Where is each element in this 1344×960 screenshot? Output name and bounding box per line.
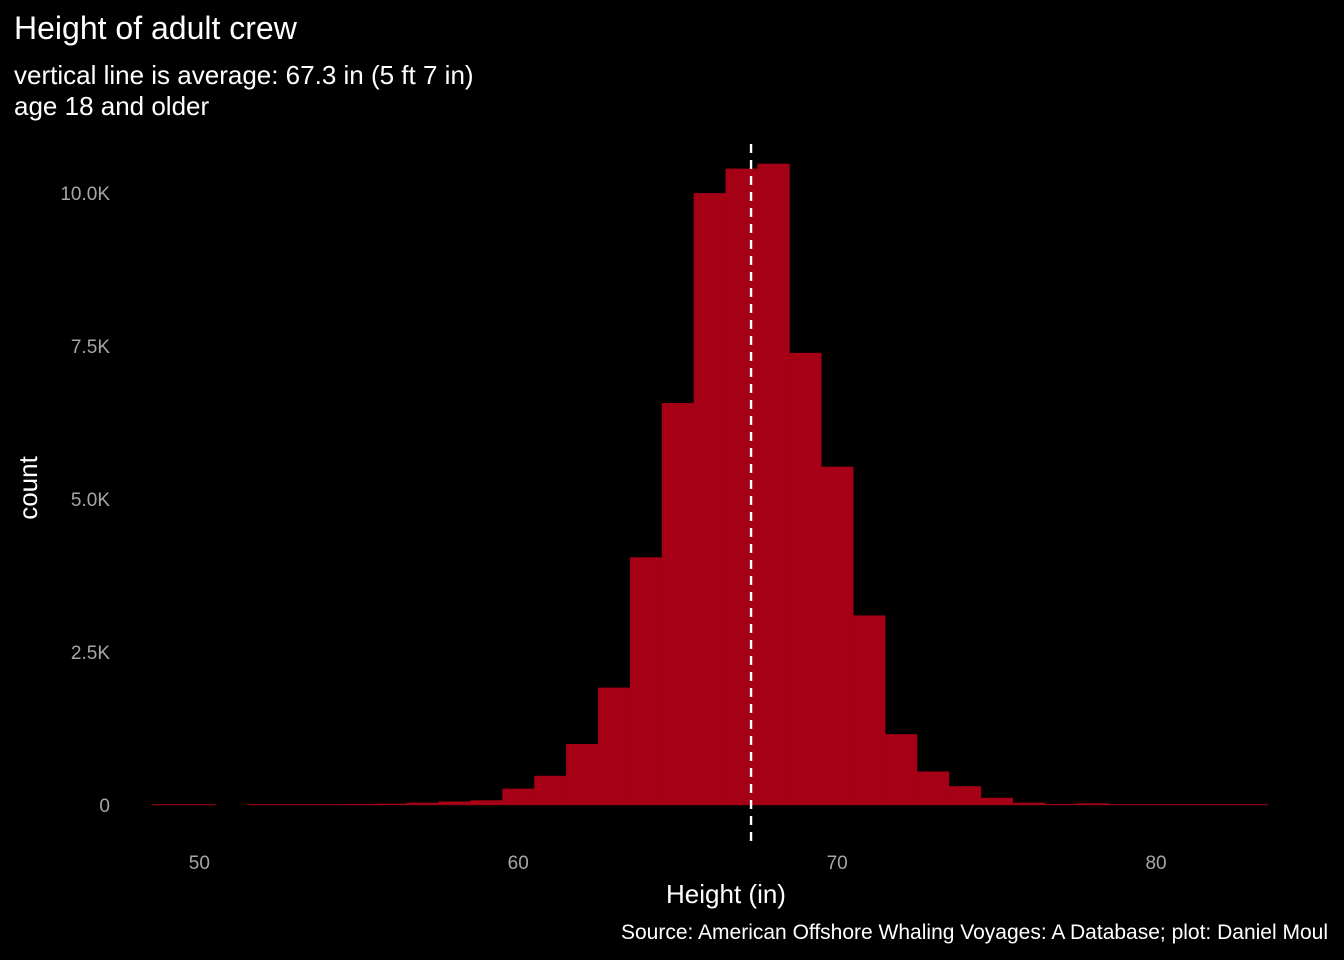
histogram-bar xyxy=(470,800,503,806)
y-tick-label: 0 xyxy=(99,796,110,817)
histogram-bar xyxy=(757,163,790,806)
histogram-bar xyxy=(725,168,758,806)
histogram-bar xyxy=(821,466,854,806)
histogram-bar xyxy=(183,804,216,806)
histogram-bar xyxy=(151,804,184,806)
x-tick-label: 60 xyxy=(508,853,529,874)
histogram-bar xyxy=(661,403,695,806)
histogram-bar xyxy=(406,802,439,806)
histogram-bar xyxy=(438,801,471,806)
histogram-bar xyxy=(1235,804,1269,806)
histogram-bar xyxy=(980,797,1013,806)
histogram-bar xyxy=(502,788,535,806)
histogram-bar xyxy=(884,734,918,806)
histogram-bar xyxy=(1172,804,1205,806)
histogram-bar xyxy=(1140,804,1173,806)
histogram-bar xyxy=(597,687,631,806)
y-tick-label: 5.0K xyxy=(71,490,110,511)
y-tick-label: 2.5K xyxy=(71,643,110,664)
histogram-bar xyxy=(1076,803,1109,806)
chart-subtitle-line-2: age 18 and older xyxy=(14,91,210,121)
histogram-bar xyxy=(1108,804,1141,806)
x-axis-ticks: 50 60 70 80 xyxy=(189,853,1167,874)
histogram-bar xyxy=(310,804,344,806)
histogram-bars xyxy=(151,163,1269,806)
chart-title: Height of adult crew xyxy=(14,10,297,46)
histogram-bar xyxy=(534,775,567,806)
y-axis-ticks: 0 2.5K 5.0K 7.5K 10.0K xyxy=(60,184,110,817)
x-tick-label: 70 xyxy=(827,853,848,874)
x-tick-label: 50 xyxy=(189,853,210,874)
histogram-bar xyxy=(789,352,822,806)
histogram-bar xyxy=(916,771,950,806)
histogram-bar xyxy=(1012,802,1045,806)
x-axis-title: Height (in) xyxy=(666,879,786,909)
y-axis-title: count xyxy=(13,455,43,519)
histogram-bar xyxy=(342,803,376,806)
histogram-bar xyxy=(279,804,312,806)
y-tick-label: 10.0K xyxy=(60,184,110,205)
histogram-bar xyxy=(247,804,280,806)
y-tick-label: 7.5K xyxy=(71,337,110,358)
histogram-bar xyxy=(693,193,726,806)
histogram-bar xyxy=(948,786,982,806)
histogram-bar xyxy=(629,557,663,806)
histogram-bar xyxy=(566,743,599,806)
chart-subtitle-line-1: vertical line is average: 67.3 in (5 ft … xyxy=(14,60,474,90)
chart-caption: Source: American Offshore Whaling Voyage… xyxy=(620,921,1328,944)
x-tick-label: 80 xyxy=(1145,853,1166,874)
histogram-bar xyxy=(1044,803,1077,806)
histogram-bar xyxy=(374,803,408,806)
histogram-bar xyxy=(853,615,886,806)
histogram-bar xyxy=(1203,804,1237,806)
